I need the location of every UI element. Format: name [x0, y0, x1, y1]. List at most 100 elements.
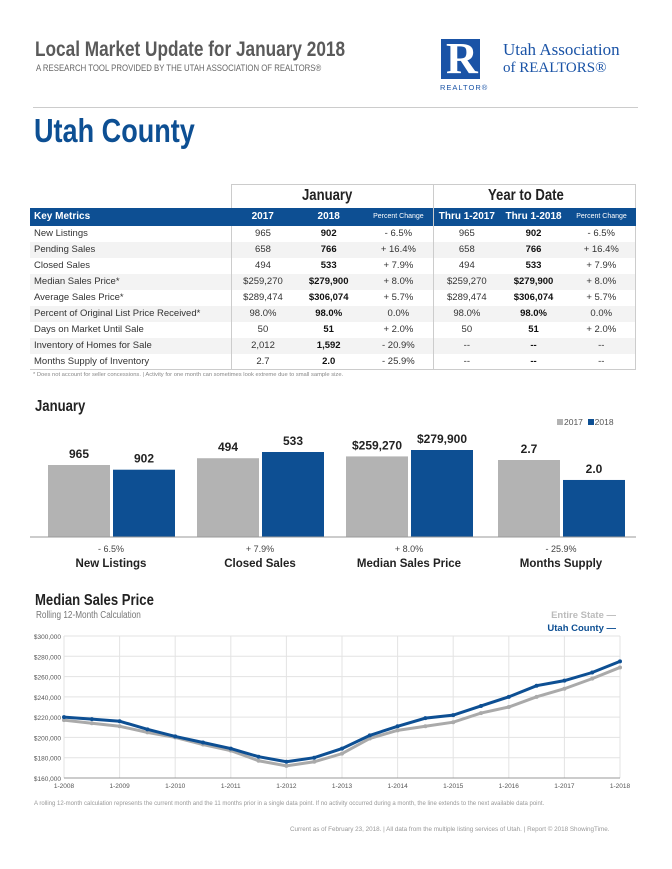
x-tick-label: 1-2014 — [387, 783, 408, 790]
metric-name: Inventory of Homes for Sale — [30, 337, 232, 354]
data-point — [618, 659, 622, 664]
metric-value: + 5.7% — [383, 292, 414, 303]
data-point — [284, 759, 289, 764]
data-point — [534, 683, 539, 688]
bar-value-label: 2.7 — [521, 442, 538, 456]
metric-value: -- — [433, 353, 500, 370]
metric-value: - 6.5% — [384, 228, 413, 239]
metric-value: $259,270 — [231, 273, 294, 290]
metric-value: $279,900 — [499, 273, 568, 290]
category-label: Months Supply — [520, 558, 603, 570]
metric-value: -- — [567, 353, 636, 370]
x-tick-label: 1-2012 — [276, 783, 297, 790]
metric-value: 494 — [433, 257, 500, 274]
line-chart: $160,000 $180,000 $200,000 $220,000 $240,000… — [34, 634, 631, 790]
metric-value: 98.0% — [231, 305, 294, 322]
data-point — [145, 730, 150, 735]
column-header: Percent Change — [363, 207, 434, 226]
data-point — [256, 754, 261, 759]
bar-value-label: $279,900 — [417, 432, 467, 446]
line-chart-title: Median Sales Price — [35, 592, 154, 609]
table-row: Months Supply of Inventory 2.7 2.0- 25.9% -… — [30, 353, 636, 370]
category-label: Median Sales Price — [357, 558, 461, 570]
metric-value: 494 — [231, 257, 294, 274]
bar-2018 — [113, 469, 175, 537]
data-point — [479, 703, 483, 708]
metric-value: $259,270 — [433, 273, 500, 290]
bar-chart: 965 902 - 6.5% New Listings 494 533 + 7.9% Clos… — [30, 432, 636, 570]
metric-value: + 7.9% — [567, 257, 636, 274]
org-name-line1: Utah Association — [503, 40, 620, 59]
metric-value: - 20.9% — [363, 337, 434, 354]
metric-value: 0.0% — [363, 305, 434, 322]
bar-2017 — [48, 465, 110, 537]
data-point — [145, 727, 150, 732]
data-point — [395, 728, 400, 733]
metric-value: + 16.4% — [363, 241, 434, 258]
data-point — [89, 721, 94, 726]
metric-value: 98.0% — [293, 305, 364, 322]
x-tick-label: 1-2017 — [554, 783, 575, 790]
bar-2017 — [498, 460, 560, 537]
org-name-line2: of REALTORS® — [503, 60, 607, 76]
bar-value-label: 902 — [134, 452, 154, 466]
metric-value: -- — [499, 337, 568, 354]
metric-value: 50 — [231, 321, 294, 338]
report-title: Local Market Update for January 2018 — [35, 38, 346, 61]
data-point — [618, 665, 622, 670]
metric-value: 51 — [528, 324, 539, 335]
data-point — [590, 670, 595, 675]
data-point — [62, 718, 66, 723]
metric-value: 658 — [433, 241, 500, 258]
data-point — [423, 716, 428, 721]
metric-value: 2.0 — [293, 353, 364, 370]
legend-2018: 2018 — [594, 417, 614, 427]
x-tick-label: 1-2009 — [109, 783, 130, 790]
data-point — [256, 758, 261, 763]
data-point — [312, 755, 317, 760]
bar-2017 — [197, 458, 259, 537]
data-point — [451, 720, 456, 725]
table-row: Average Sales Price* $289,474 $306,074 + 5.… — [30, 289, 636, 306]
x-tick-label: 1-2015 — [443, 783, 464, 790]
bar-legend: 2017 2018 — [557, 417, 614, 427]
data-point — [451, 713, 456, 718]
x-tick-label: 1-2013 — [332, 783, 353, 790]
report-subtitle: A RESEARCH TOOL PROVIDED BY THE UTAH ASS… — [36, 63, 322, 74]
data-point — [62, 715, 66, 720]
data-point — [423, 724, 428, 729]
bar-chart-title: January — [35, 398, 86, 415]
data-point — [590, 676, 595, 681]
metric-value: - 25.9% — [363, 353, 434, 370]
data-point — [534, 694, 539, 699]
column-header: 2017 — [231, 207, 294, 226]
x-tick-label: 1-2008 — [54, 783, 75, 790]
bar-2018 — [411, 450, 473, 537]
x-tick-label: 1-2010 — [165, 783, 186, 790]
table-row: Inventory of Homes for Sale 2,012 1,592- 2… — [30, 337, 636, 354]
y-tick-label: $160,000 — [34, 776, 61, 783]
y-tick-label: $200,000 — [34, 735, 61, 742]
bar-value-label: 533 — [283, 434, 303, 448]
table-row: New Listings 965 902 - 6.5% 965 902 - 6.5% — [30, 225, 636, 242]
metric-value: 766 — [499, 241, 568, 258]
metric-value: + 2.0% — [567, 321, 636, 338]
metric-value: 2.7 — [231, 353, 294, 370]
metric-name: New Listings — [34, 228, 88, 239]
metric-value: 965 — [433, 225, 500, 242]
table-row: Pending Sales 658 766 + 16.4% 658 766 + 16.4% — [30, 241, 636, 258]
realtor-logo-caption: REALTOR® — [440, 83, 489, 92]
data-point — [506, 694, 511, 699]
metric-value: + 16.4% — [567, 241, 636, 258]
y-tick-label: $180,000 — [34, 756, 61, 763]
column-header: Thru 1-2017 — [433, 207, 500, 226]
change-label: - 6.5% — [98, 544, 124, 554]
metric-value: 902 — [525, 228, 542, 239]
metric-name: Percent of Original List Price Received* — [30, 305, 232, 322]
data-point — [367, 733, 372, 738]
footer: Current as of February 23, 2018. | All d… — [290, 826, 610, 833]
realtor-logo: R — [441, 35, 480, 83]
data-point — [479, 711, 483, 716]
metric-value: 0.0% — [567, 305, 636, 322]
data-point — [506, 705, 511, 709]
